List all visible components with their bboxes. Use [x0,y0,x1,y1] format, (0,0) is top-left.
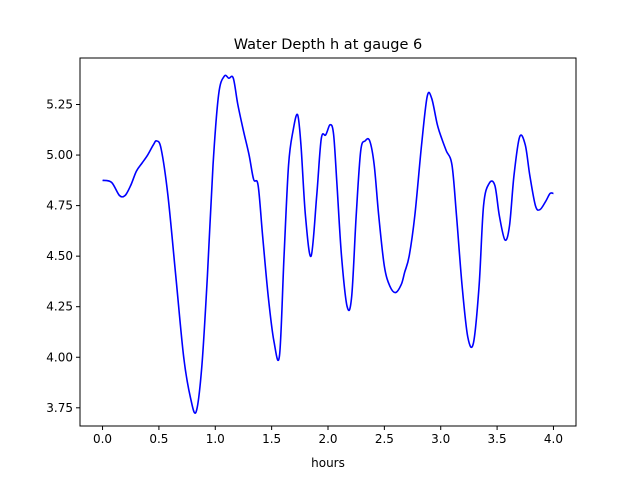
x-axis: 0.0 0.5 1.0 1.5 2.0 2.5 3.0 3.5 4.0 [93,426,563,446]
x-tick-label: 2.0 [318,432,337,446]
x-tick-label: 1.5 [262,432,281,446]
x-tick-label: 0.0 [93,432,112,446]
plot-frame [79,57,577,427]
x-tick-label: 2.5 [375,432,394,446]
x-tick-label: 4.0 [544,432,563,446]
x-tick-label: 3.5 [488,432,507,446]
y-tick-label: 5.00 [46,148,73,162]
series-line [102,74,554,414]
x-tick-label: 1.0 [206,432,225,446]
y-tick-label: 4.75 [46,199,73,213]
y-axis: 3.75 4.00 4.25 4.50 4.75 5.00 5.25 [46,98,80,415]
y-tick-label: 4.25 [46,300,73,314]
y-tick-label: 5.25 [46,98,73,112]
chart-title: Water Depth h at gauge 6 [234,37,422,53]
y-tick-label: 4.50 [46,249,73,263]
x-tick-label: 0.5 [149,432,168,446]
y-tick-label: 4.00 [46,350,73,364]
y-tick-label: 3.75 [46,401,73,415]
x-axis-label: hours [311,456,345,470]
x-tick-label: 3.0 [431,432,450,446]
plot-area [102,74,554,414]
